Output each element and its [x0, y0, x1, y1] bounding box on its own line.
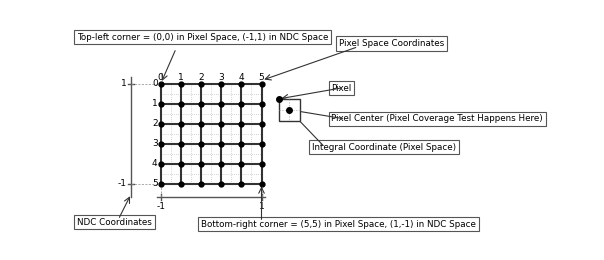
Text: Pixel Space Coordinates: Pixel Space Coordinates: [339, 39, 445, 48]
Text: 5: 5: [259, 73, 265, 82]
Text: NDC Coordinates: NDC Coordinates: [77, 218, 152, 226]
Bar: [242, 103, 262, 124]
Bar: [242, 124, 262, 144]
Text: 4: 4: [152, 159, 158, 168]
Bar: [181, 103, 201, 124]
Bar: [278, 99, 300, 121]
Text: 1: 1: [152, 99, 158, 108]
Bar: [161, 124, 181, 144]
Bar: [161, 83, 181, 103]
Bar: [221, 124, 242, 144]
Text: Pixel Center (Pixel Coverage Test Happens Here): Pixel Center (Pixel Coverage Test Happen…: [331, 114, 543, 123]
Bar: [181, 164, 201, 184]
Text: 0: 0: [152, 79, 158, 88]
Bar: [161, 164, 181, 184]
Text: -1: -1: [118, 179, 127, 188]
Text: 4: 4: [239, 73, 244, 82]
Bar: [221, 83, 242, 103]
Text: Top-left corner = (0,0) in Pixel Space, (-1,1) in NDC Space: Top-left corner = (0,0) in Pixel Space, …: [77, 33, 329, 42]
Text: 2: 2: [198, 73, 204, 82]
Text: 3: 3: [218, 73, 224, 82]
Text: 3: 3: [152, 139, 158, 148]
Bar: [242, 164, 262, 184]
Text: Integral Coordinate (Pixel Space): Integral Coordinate (Pixel Space): [312, 143, 456, 152]
Text: 1: 1: [121, 79, 127, 88]
Text: 1: 1: [259, 202, 265, 211]
Bar: [201, 83, 221, 103]
Text: 0: 0: [158, 73, 164, 82]
Text: Bottom-right corner = (5,5) in Pixel Space, (1,-1) in NDC Space: Bottom-right corner = (5,5) in Pixel Spa…: [201, 220, 476, 229]
Bar: [181, 144, 201, 164]
Bar: [181, 83, 201, 103]
Text: -1: -1: [156, 202, 165, 211]
Bar: [221, 144, 242, 164]
Text: 2: 2: [152, 119, 158, 128]
Bar: [201, 144, 221, 164]
Bar: [161, 103, 181, 124]
Bar: [161, 144, 181, 164]
Bar: [201, 103, 221, 124]
Bar: [242, 83, 262, 103]
Text: 5: 5: [152, 179, 158, 188]
Bar: [201, 124, 221, 144]
Text: 1: 1: [178, 73, 184, 82]
Bar: [201, 164, 221, 184]
Bar: [181, 124, 201, 144]
Bar: [242, 144, 262, 164]
Bar: [221, 103, 242, 124]
Text: Pixel: Pixel: [331, 83, 352, 93]
Bar: [221, 164, 242, 184]
